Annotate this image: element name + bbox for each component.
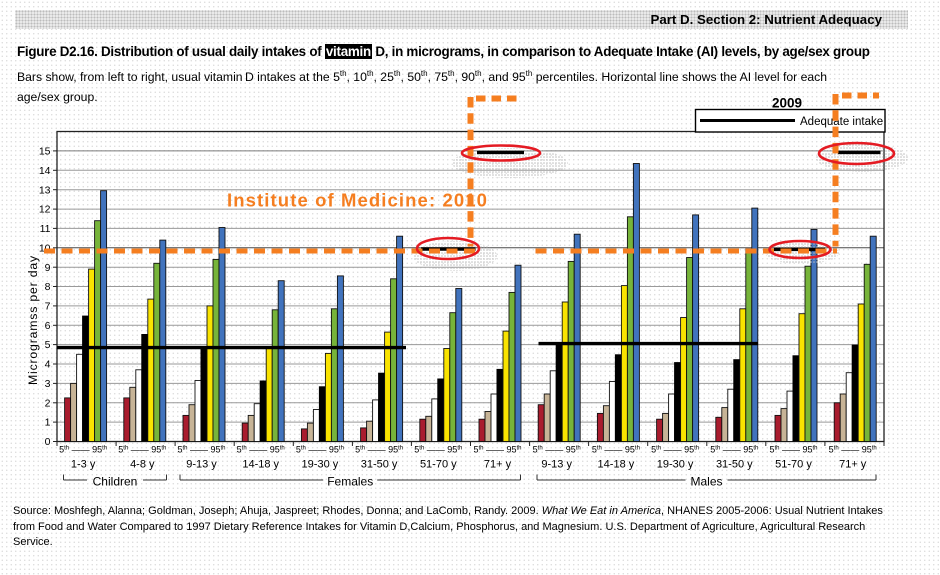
- svg-text:12: 12: [39, 204, 51, 216]
- svg-text:0: 0: [45, 436, 51, 448]
- svg-text:15: 15: [39, 146, 51, 158]
- svg-text:9: 9: [45, 262, 51, 274]
- svg-text:1: 1: [45, 417, 51, 429]
- svg-text:51-70 y: 51-70 y: [420, 459, 457, 471]
- svg-text:6: 6: [45, 320, 51, 332]
- svg-text:5th —— 95th: 5th —— 95th: [177, 445, 225, 455]
- svg-text:51-70 y: 51-70 y: [775, 459, 812, 471]
- svg-text:5th —— 95th: 5th —— 95th: [414, 445, 462, 455]
- svg-text:11: 11: [40, 223, 51, 235]
- svg-text:Females: Females: [327, 475, 373, 489]
- svg-text:9-13 y: 9-13 y: [186, 459, 217, 471]
- svg-text:Children: Children: [93, 475, 138, 489]
- svg-text:5th —— 95th: 5th —— 95th: [651, 445, 699, 455]
- svg-text:5th —— 95th: 5th —— 95th: [769, 445, 817, 455]
- svg-text:1-3 y: 1-3 y: [71, 459, 96, 471]
- svg-text:Males: Males: [690, 475, 722, 489]
- svg-text:19-30 y: 19-30 y: [302, 459, 339, 471]
- svg-text:13: 13: [39, 184, 51, 196]
- svg-text:5: 5: [45, 339, 51, 351]
- svg-text:5th —— 95th: 5th —— 95th: [710, 445, 758, 455]
- svg-text:5th —— 95th: 5th —— 95th: [296, 445, 344, 455]
- svg-text:31-50 y: 31-50 y: [716, 459, 753, 471]
- svg-text:5th —— 95th: 5th —— 95th: [355, 445, 403, 455]
- svg-text:3: 3: [45, 378, 51, 390]
- svg-text:5th —— 95th: 5th —— 95th: [592, 445, 640, 455]
- svg-text:Microgramss per day: Microgramss per day: [26, 255, 40, 385]
- svg-text:8: 8: [45, 281, 51, 293]
- svg-text:9-13 y: 9-13 y: [541, 459, 572, 471]
- svg-text:7: 7: [45, 301, 51, 313]
- svg-text:10: 10: [39, 242, 51, 254]
- svg-text:14: 14: [39, 165, 51, 177]
- svg-text:5th —— 95th: 5th —— 95th: [237, 445, 285, 455]
- svg-text:19-30 y: 19-30 y: [657, 459, 694, 471]
- svg-text:31-50 y: 31-50 y: [361, 459, 398, 471]
- svg-text:5th —— 95th: 5th —— 95th: [473, 445, 521, 455]
- svg-text:Adequate intake: Adequate intake: [800, 116, 883, 128]
- svg-text:5th —— 95th: 5th —— 95th: [118, 445, 166, 455]
- svg-text:14-18 y: 14-18 y: [598, 459, 635, 471]
- svg-text:4-8 y: 4-8 y: [130, 459, 155, 471]
- svg-text:2: 2: [45, 397, 51, 409]
- svg-text:5th —— 95th: 5th —— 95th: [59, 445, 107, 455]
- svg-text:4: 4: [45, 359, 51, 371]
- svg-text:Institute of Medicine: 2010: Institute of Medicine: 2010: [227, 190, 488, 211]
- svg-text:71+ y: 71+ y: [839, 459, 867, 471]
- svg-text:14-18 y: 14-18 y: [242, 459, 279, 471]
- svg-text:5th —— 95th: 5th —— 95th: [533, 445, 581, 455]
- svg-text:2009: 2009: [772, 96, 802, 111]
- svg-text:5th —— 95th: 5th —— 95th: [829, 445, 877, 455]
- svg-text:71+ y: 71+ y: [484, 459, 512, 471]
